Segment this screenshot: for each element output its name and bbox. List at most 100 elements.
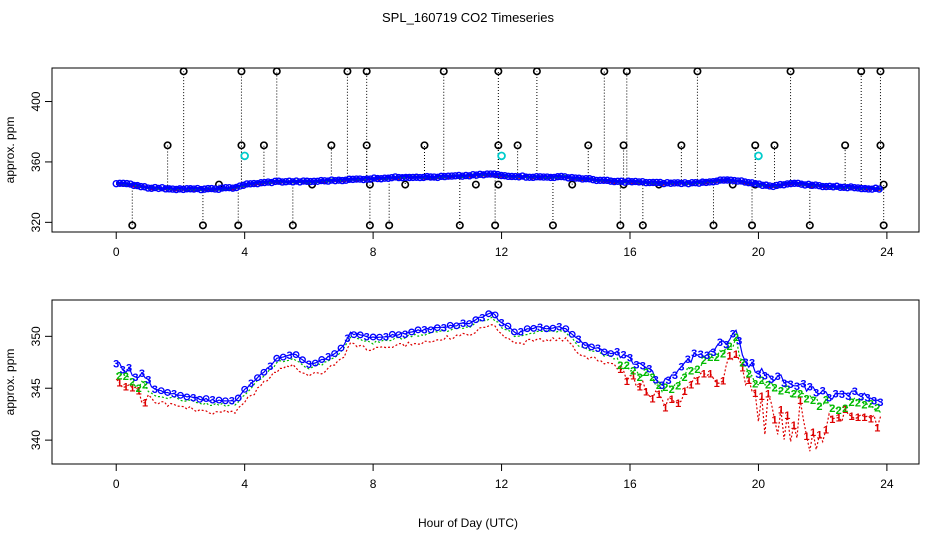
series-3-point <box>275 177 283 185</box>
series-3-point <box>638 177 647 186</box>
series-3-point <box>126 180 135 188</box>
series-3-point <box>458 172 467 180</box>
series-3-point <box>388 173 396 182</box>
series-3-point <box>698 178 707 186</box>
series-2-marker: 2 <box>694 364 700 376</box>
top-x-tick-label: 20 <box>752 245 766 259</box>
series-3-marker: 3 <box>145 374 151 386</box>
outlier-point <box>568 180 577 189</box>
outlier-point <box>879 180 888 189</box>
series-3-marker: 3 <box>556 322 562 334</box>
outlier-point <box>532 67 541 76</box>
series-1-marker: 1 <box>617 364 623 376</box>
outlier-point <box>288 221 297 230</box>
series-2-marker: 2 <box>675 380 681 392</box>
x-axis-label: Hour of Day (UTC) <box>418 516 518 530</box>
bottom-x-tick-label: 4 <box>241 477 248 491</box>
series-3-point <box>472 171 481 179</box>
outlier-point <box>163 141 172 150</box>
series-3-point <box>515 173 523 181</box>
series-3-point <box>857 184 866 193</box>
series-3-point <box>485 310 493 318</box>
series-3-point <box>402 173 410 182</box>
series-3-marker: 3 <box>865 393 871 405</box>
series-3-point <box>363 175 371 183</box>
series-3-point <box>200 185 209 193</box>
series-2-marker: 2 <box>630 365 636 377</box>
series-3-point <box>504 322 512 330</box>
flag-point <box>240 151 249 161</box>
series-1-marker: 1 <box>861 412 867 424</box>
series-3-point <box>157 387 165 395</box>
top-x-tick-label: 8 <box>370 245 377 259</box>
series-3-point <box>677 179 686 188</box>
series-3-point <box>720 176 728 184</box>
series-3-point <box>476 170 484 178</box>
series-3-point <box>497 171 505 180</box>
series-3-point <box>285 177 294 185</box>
series-3-point <box>705 178 714 186</box>
series-3-point <box>546 173 555 182</box>
series-3-point <box>557 172 565 181</box>
series-3-point <box>875 185 883 193</box>
series-3-point <box>578 175 587 183</box>
series-3-point <box>769 182 777 191</box>
series-3-point <box>589 175 597 184</box>
series-3-point <box>437 172 445 181</box>
series-3-point <box>850 183 859 192</box>
series-3-point <box>765 182 774 190</box>
series-3-point <box>335 176 343 184</box>
series-3-point <box>490 170 498 178</box>
series-3-point <box>423 172 431 181</box>
outlier-point <box>385 221 394 230</box>
series-3-point <box>214 185 223 193</box>
series-3-marker: 3 <box>787 379 793 391</box>
series-3-point <box>568 173 576 182</box>
top-axes-layer: 0 4 8 12 16 20 24 320 360 400 <box>29 91 894 259</box>
series-3-marker: 3 <box>852 386 858 398</box>
series-1-marker: 1 <box>142 398 148 410</box>
top-x-tick-label: 0 <box>113 245 120 259</box>
outlier-point <box>272 67 281 76</box>
series-2-marker: 2 <box>765 380 771 392</box>
series-3-point <box>243 180 251 188</box>
series-3-point <box>453 322 461 330</box>
series-1-marker: 1 <box>714 378 720 390</box>
series-3-point <box>303 177 311 185</box>
chart-title: SPL_160719 CO2 Timeseries <box>382 10 554 25</box>
series-3-point <box>818 182 827 191</box>
series-3-marker: 3 <box>736 335 742 347</box>
series-2-marker: 2 <box>714 352 720 364</box>
series-3-point <box>688 179 696 187</box>
outlier-point <box>876 141 885 150</box>
series-2-marker: 2 <box>829 403 835 415</box>
series-3-point <box>543 325 550 333</box>
series-3-point <box>165 185 173 193</box>
series-3-point <box>472 316 480 324</box>
series-3-point <box>511 172 520 181</box>
series-1-marker: 1 <box>688 379 694 391</box>
series-3-point <box>525 173 534 182</box>
series-3-point <box>313 177 322 186</box>
series-1-marker: 1 <box>784 410 790 422</box>
series-3-point <box>822 182 830 191</box>
series-3-point <box>762 181 770 189</box>
series-2-marker: 2 <box>791 389 797 401</box>
series-3-point <box>815 181 823 190</box>
series-3-point <box>554 172 562 181</box>
series-3-point <box>681 179 689 187</box>
series-3-marker: 3 <box>229 396 235 408</box>
series-3-point <box>123 179 131 188</box>
series-1-marker: 1 <box>759 391 765 403</box>
series-2-marker: 2 <box>842 403 848 415</box>
outlier-point <box>401 180 410 189</box>
series-2-marker: 2 <box>752 379 758 391</box>
series-3-point <box>433 173 442 182</box>
series-1-marker: 1 <box>746 375 752 387</box>
series-3-point <box>610 177 618 186</box>
series-3-point <box>617 177 626 185</box>
series-3-marker: 3 <box>794 381 800 393</box>
series-3-point <box>320 177 329 185</box>
series-3-point <box>483 170 491 178</box>
series-2-marker: 2 <box>656 380 662 392</box>
